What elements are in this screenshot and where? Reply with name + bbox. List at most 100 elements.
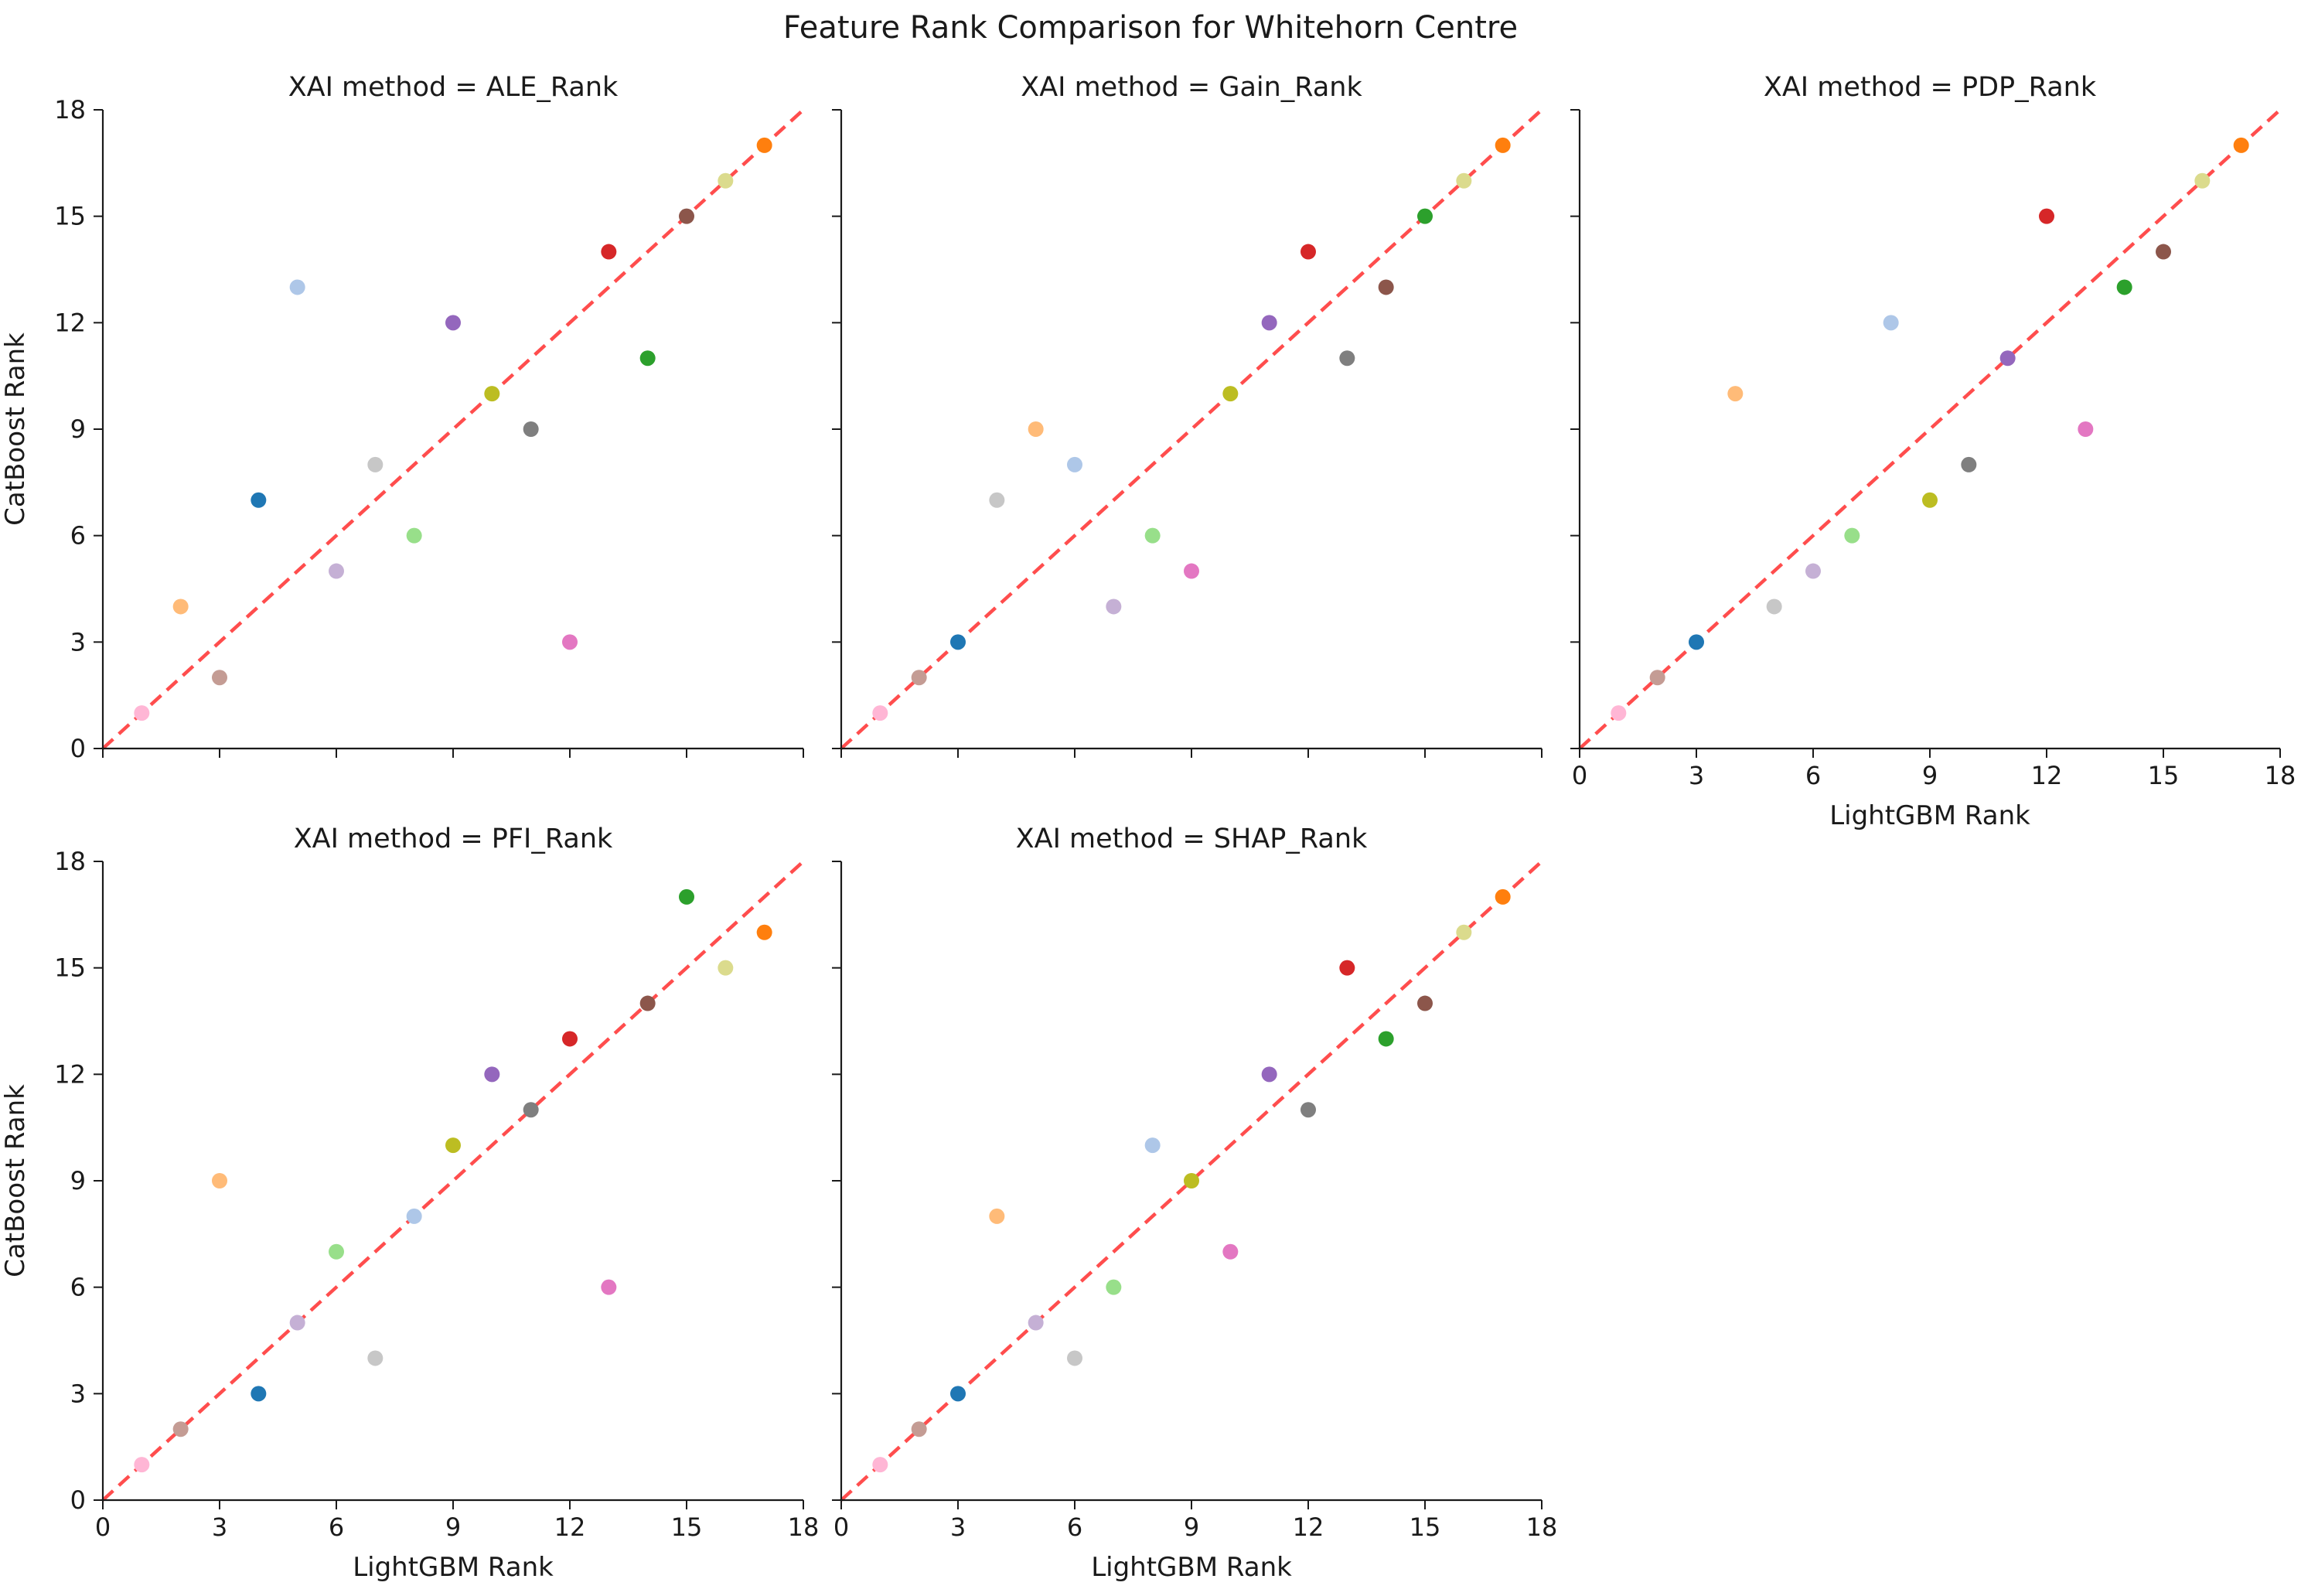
y-tick-label: 12 xyxy=(54,1059,86,1089)
x-tick-label: 12 xyxy=(554,1512,586,1542)
y-tick-label: 3 xyxy=(70,627,86,656)
data-point xyxy=(1184,1173,1199,1188)
y-tick-label: 15 xyxy=(54,202,86,231)
x-tick-label: 6 xyxy=(1805,761,1821,790)
panel-pfi-rank: XAI method = PFI_Rank 0 3 6 9 12 15 18 0 3 6 9 12 15 1… xyxy=(0,824,819,1583)
x-tick-label: 3 xyxy=(1689,761,1704,790)
data-point xyxy=(1184,563,1199,579)
data-point xyxy=(2116,279,2132,295)
data-point xyxy=(1261,1066,1277,1083)
x-tick-label: 3 xyxy=(950,1512,966,1542)
data-point xyxy=(251,492,267,508)
y-tick-label: 3 xyxy=(70,1379,86,1408)
x-tick-label: 12 xyxy=(2031,761,2063,790)
data-point xyxy=(1378,1031,1394,1047)
data-point xyxy=(950,1386,966,1402)
y-tick-label: 15 xyxy=(54,953,86,983)
data-point xyxy=(718,172,734,189)
data-point xyxy=(1028,421,1044,437)
data-point xyxy=(756,924,772,940)
data-point xyxy=(289,279,305,295)
x-tick-label: 9 xyxy=(1922,761,1938,790)
identity-line xyxy=(101,860,805,1502)
data-point xyxy=(989,1208,1005,1224)
data-point xyxy=(2233,137,2249,153)
panel-gain-rank: XAI method = Gain_Rank xyxy=(832,72,1543,758)
data-point xyxy=(406,1208,422,1224)
data-point xyxy=(1067,456,1082,472)
data-point xyxy=(911,670,927,686)
x-tick-label: 18 xyxy=(788,1512,820,1542)
data-point xyxy=(562,634,578,650)
data-point xyxy=(1106,598,1122,615)
data-point xyxy=(1417,208,1433,224)
data-point xyxy=(1611,705,1627,721)
x-tick-label: 12 xyxy=(1293,1512,1324,1542)
y-tick-label: 6 xyxy=(70,1273,86,1302)
identity-line xyxy=(1578,108,2282,750)
y-tick-label: 9 xyxy=(70,1166,86,1195)
data-point xyxy=(329,563,344,579)
x-tick-label: 18 xyxy=(1526,1512,1558,1542)
data-point xyxy=(601,1279,617,1295)
data-point xyxy=(1067,1350,1082,1366)
data-point xyxy=(2039,208,2054,224)
data-point xyxy=(172,598,189,615)
data-point xyxy=(1144,527,1161,544)
x-tick-label: 15 xyxy=(671,1512,703,1542)
x-tick-label: 0 xyxy=(833,1512,849,1542)
data-point xyxy=(172,1421,189,1437)
data-point xyxy=(134,705,150,721)
data-point xyxy=(679,208,694,224)
x-tick-label: 6 xyxy=(1067,1512,1082,1542)
y-axis-title: CatBoost Rank xyxy=(0,1084,31,1277)
identity-line xyxy=(840,108,1543,750)
x-tick-label: 6 xyxy=(329,1512,344,1542)
y-tick-label: 0 xyxy=(70,1485,86,1515)
y-tick-label: 12 xyxy=(54,308,86,337)
data-point xyxy=(1649,670,1665,686)
data-point xyxy=(1417,995,1433,1011)
data-point xyxy=(1844,527,1860,544)
data-point xyxy=(1378,279,1394,295)
data-point xyxy=(2078,421,2094,437)
data-point xyxy=(1805,563,1821,579)
data-point xyxy=(756,137,772,153)
data-point xyxy=(679,888,694,905)
data-point xyxy=(950,634,966,650)
data-point xyxy=(1222,1243,1239,1260)
data-point xyxy=(1028,1315,1044,1331)
figure-title: Feature Rank Comparison for Whitehorn Ce… xyxy=(782,10,1519,46)
data-point xyxy=(367,456,384,472)
panel-title: XAI method = ALE_Rank xyxy=(288,72,619,103)
y-tick-label: 18 xyxy=(54,847,86,876)
x-axis-title: LightGBM Rank xyxy=(353,1552,554,1583)
data-point xyxy=(989,492,1005,508)
y-tick-label: 6 xyxy=(70,521,86,551)
data-point xyxy=(1456,924,1472,940)
x-axis-title: LightGBM Rank xyxy=(1829,800,2030,831)
data-point xyxy=(484,1066,500,1083)
data-point xyxy=(484,386,500,402)
data-point xyxy=(1495,137,1511,153)
panel-title: XAI method = Gain_Rank xyxy=(1021,72,1362,103)
y-tick-label: 18 xyxy=(54,95,86,124)
data-point xyxy=(1495,888,1511,905)
data-point xyxy=(1339,960,1355,976)
x-tick-label: 0 xyxy=(95,1512,111,1542)
data-point xyxy=(212,1173,227,1188)
panel-title: XAI method = PFI_Rank xyxy=(294,824,613,854)
data-point xyxy=(562,1031,578,1047)
panel-title: XAI method = SHAP_Rank xyxy=(1016,824,1368,854)
data-point xyxy=(639,995,656,1011)
data-point xyxy=(1961,456,1977,472)
data-point xyxy=(367,1350,384,1366)
data-point xyxy=(2156,244,2171,260)
data-point xyxy=(718,960,734,976)
y-tick-label: 0 xyxy=(70,734,86,763)
data-point xyxy=(911,1421,927,1437)
data-point xyxy=(406,527,422,544)
data-point xyxy=(601,244,617,260)
panel-title: XAI method = PDP_Rank xyxy=(1764,72,2097,103)
panel-pdp-rank: XAI method = PDP_Rank 0 3 6 9 12 15 18 LightGBM … xyxy=(1570,72,2296,831)
